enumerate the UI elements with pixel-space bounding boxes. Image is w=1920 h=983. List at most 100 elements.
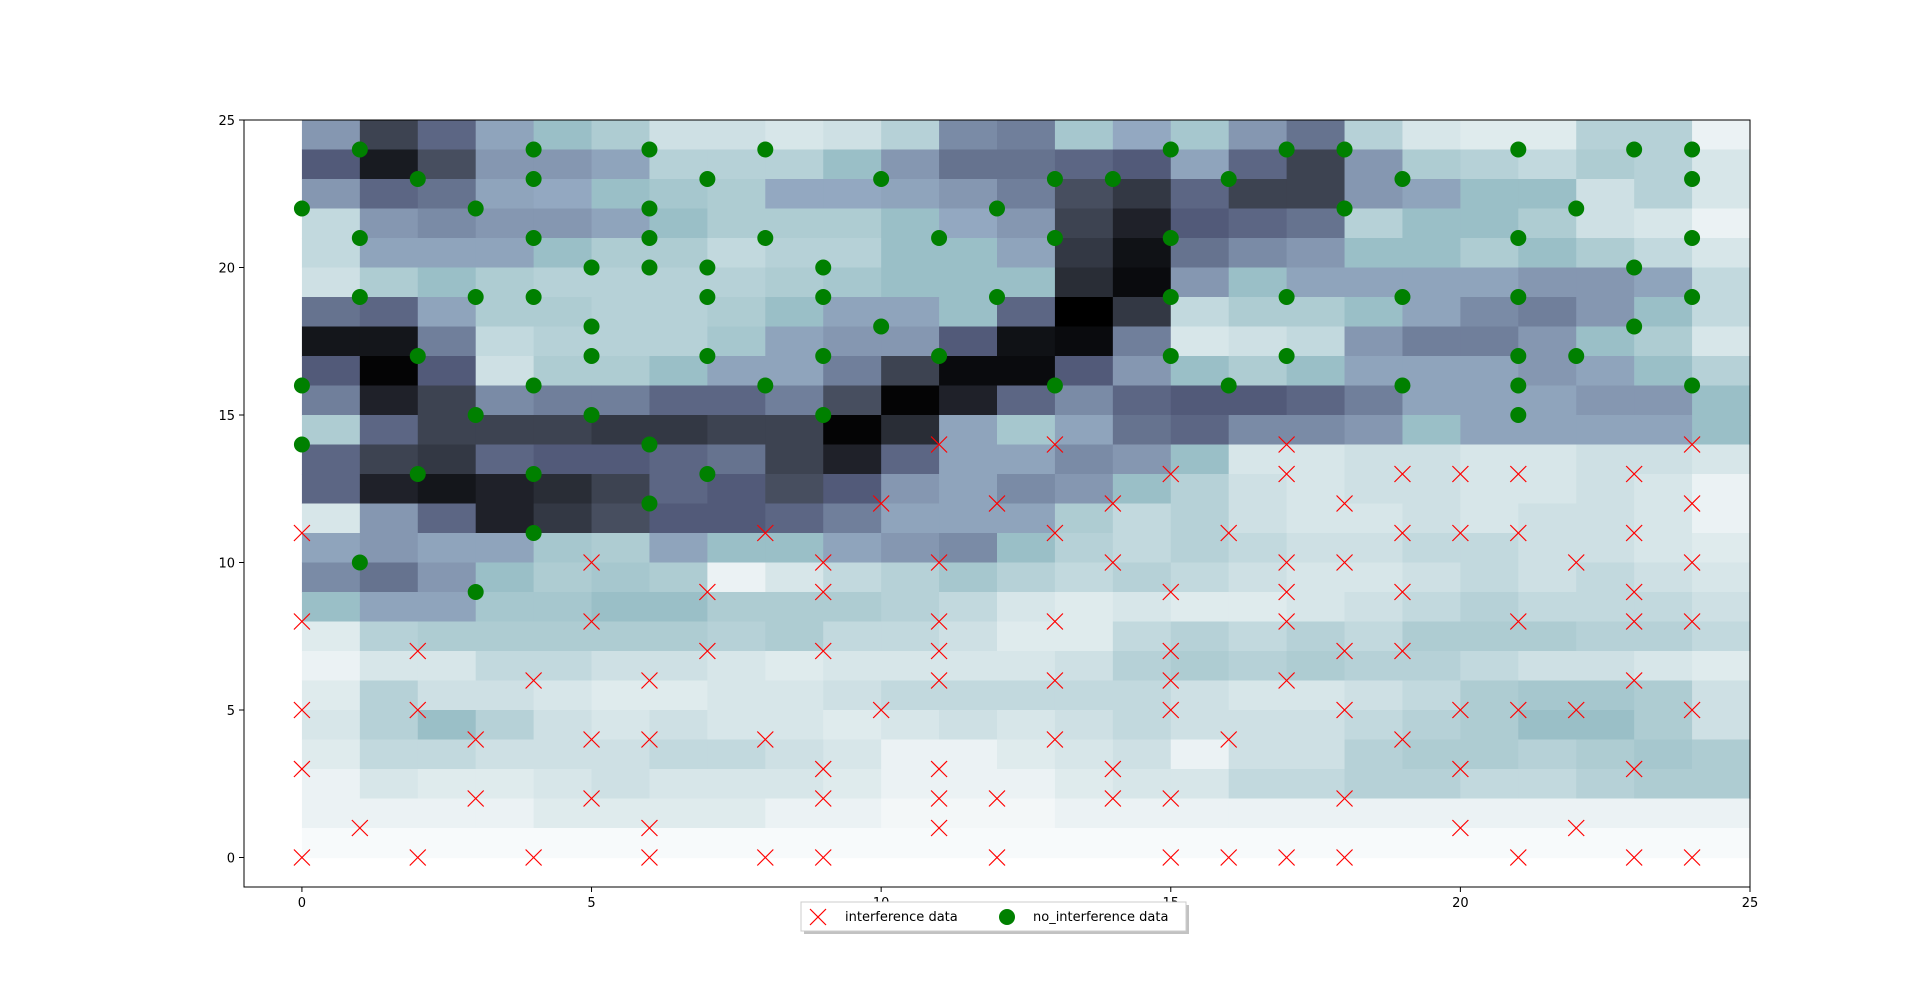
- interference-point: [814, 554, 832, 571]
- heatmap-cell: [1576, 769, 1635, 800]
- heatmap-cell: [301, 120, 361, 151]
- heatmap-cell: [997, 769, 1056, 800]
- heatmap-cell: [1518, 769, 1577, 800]
- interference-point: [756, 849, 774, 866]
- no-interference-point: [989, 200, 1005, 217]
- heatmap-cell: [359, 385, 419, 416]
- no-interference-point: [931, 230, 948, 246]
- interference-point: [1162, 849, 1180, 866]
- interference-point: [583, 554, 600, 571]
- no-interference-point: [409, 348, 426, 364]
- heatmap-cell: [707, 120, 766, 151]
- y-tick-label: 25: [218, 114, 235, 129]
- no-interference-point: [1220, 377, 1237, 394]
- heatmap-cell: [1576, 297, 1635, 328]
- heatmap-cell: [765, 356, 824, 387]
- heatmap-cell: [591, 651, 651, 682]
- no-interference-point: [409, 171, 426, 187]
- heatmap-cell: [1692, 828, 1751, 859]
- heatmap-cell: [881, 710, 940, 741]
- heatmap-cell: [1576, 710, 1635, 741]
- heatmap-cell: [997, 710, 1056, 741]
- interference-point: [1278, 465, 1296, 483]
- interference-point: [351, 819, 369, 837]
- heatmap-cell: [649, 267, 708, 298]
- heatmap-cell: [939, 474, 998, 505]
- heatmap-cell: [707, 415, 766, 446]
- interference-point: [409, 849, 427, 866]
- no-interference-point: [1684, 230, 1701, 246]
- heatmap-cell: [1054, 238, 1114, 269]
- heatmap-cell: [591, 356, 651, 387]
- heatmap-cell: [359, 297, 419, 328]
- heatmap-cell: [1634, 120, 1693, 151]
- interference-point: [1220, 524, 1238, 542]
- heatmap-cell: [997, 149, 1056, 180]
- heatmap-cell: [1518, 592, 1577, 623]
- heatmap-cell: [1170, 503, 1230, 534]
- heatmap-cell: [1692, 238, 1751, 269]
- heatmap-cell: [591, 503, 651, 534]
- heatmap-cell: [417, 680, 477, 711]
- heatmap-cell: [1170, 149, 1230, 180]
- heatmap-cell: [359, 356, 419, 387]
- heatmap-cell: [939, 592, 998, 623]
- heatmap-cell: [707, 208, 766, 239]
- heatmap-cell: [301, 474, 361, 505]
- heatmap-cell: [1112, 769, 1172, 800]
- heatmap-cell: [1344, 592, 1404, 623]
- heatmap-cell: [417, 828, 477, 859]
- heatmap-cell: [1112, 562, 1172, 593]
- heatmap-cell: [1692, 533, 1751, 564]
- heatmap-cell: [1692, 798, 1751, 829]
- heatmap-cell: [1576, 208, 1635, 239]
- heatmap-cell: [1228, 297, 1288, 328]
- heatmap-cell: [939, 326, 998, 357]
- heatmap-cell: [1170, 533, 1230, 564]
- legend-marker-interference: [809, 908, 827, 926]
- heatmap-cell: [1344, 326, 1404, 357]
- no-interference-point: [1046, 377, 1063, 394]
- heatmap-cell: [823, 444, 882, 475]
- heatmap-cell: [1228, 326, 1288, 357]
- no-interference-point: [467, 200, 484, 217]
- heatmap-cell: [707, 297, 766, 328]
- heatmap-cell: [997, 651, 1056, 682]
- heatmap-cell: [823, 238, 882, 269]
- interference-point: [1683, 495, 1701, 512]
- heatmap-cell: [1112, 297, 1172, 328]
- interference-point: [1220, 849, 1238, 866]
- heatmap-cell: [1576, 651, 1635, 682]
- heatmap-cell: [1460, 415, 1519, 446]
- heatmap-cell: [417, 769, 477, 800]
- interference-point: [1046, 731, 1064, 748]
- heatmap-cell: [1460, 651, 1519, 682]
- heatmap-cell: [649, 680, 708, 711]
- heatmap-cell: [997, 533, 1056, 564]
- interference-point: [641, 672, 658, 689]
- heatmap-cell: [1460, 739, 1519, 770]
- heatmap-cell: [1112, 444, 1172, 475]
- heatmap-cell: [1460, 238, 1519, 269]
- heatmap-cell: [997, 120, 1056, 151]
- heatmap-cell: [823, 356, 882, 387]
- heatmap-cell: [1286, 769, 1346, 800]
- heatmap-cell: [475, 562, 535, 593]
- heatmap-cell: [1634, 769, 1693, 800]
- heatmap-cell: [475, 326, 535, 357]
- no-interference-point: [1278, 289, 1295, 305]
- y-tick-label: 20: [218, 262, 235, 277]
- heatmap-cell: [649, 533, 708, 564]
- heatmap-cell: [1170, 621, 1230, 652]
- heatmap-cell: [533, 592, 593, 623]
- heatmap-cell: [1518, 238, 1577, 269]
- heatmap-cell: [1112, 326, 1172, 357]
- heatmap-cell: [881, 651, 940, 682]
- heatmap-cell: [1112, 238, 1172, 269]
- heatmap-cell: [1054, 297, 1114, 328]
- no-interference-point: [525, 377, 542, 394]
- heatmap-cell: [533, 533, 593, 564]
- heatmap-cell: [707, 769, 766, 800]
- heatmap-cell: [417, 739, 477, 770]
- heatmap-cell: [1344, 238, 1404, 269]
